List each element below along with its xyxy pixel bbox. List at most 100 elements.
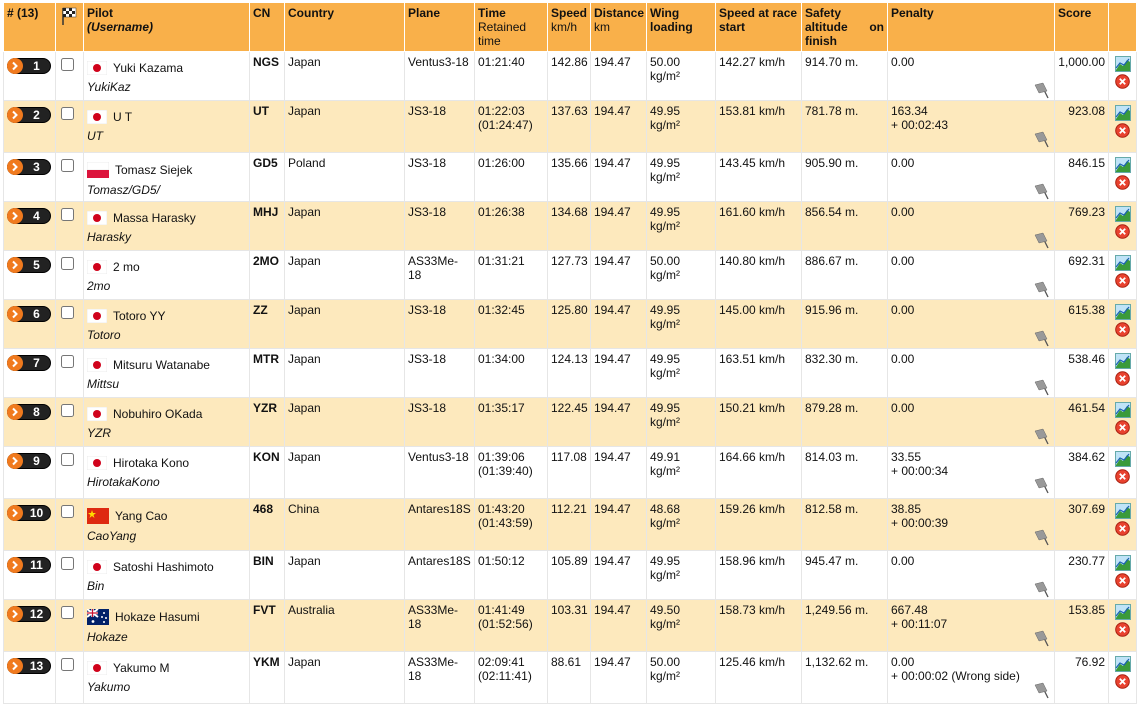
select-checkbox[interactable] xyxy=(61,355,74,368)
rank-badge[interactable]: 8 xyxy=(7,404,51,420)
pilot-name-line: Nobuhiro OKada xyxy=(87,407,246,421)
time: 01:26:38 xyxy=(478,205,525,219)
remove-icon[interactable] xyxy=(1115,521,1130,536)
results-body: 1 Yuki Kazama YukiKaz NGS Japan Ventus3-18 01:… xyxy=(3,51,1137,704)
speed-start-cell: 150.21 km/h xyxy=(715,397,802,447)
rank-number: 13 xyxy=(29,659,44,673)
pilot-username: CaoYang xyxy=(87,529,137,543)
select-checkbox[interactable] xyxy=(61,306,74,319)
view-flight-icon[interactable] xyxy=(1114,604,1131,620)
time-cell: 01:35:17 xyxy=(474,397,548,447)
rank-number: 12 xyxy=(29,607,44,621)
view-flight-icon[interactable] xyxy=(1114,555,1131,571)
remove-icon[interactable] xyxy=(1115,322,1130,337)
select-checkbox[interactable] xyxy=(61,453,74,466)
header-distance-unit: km xyxy=(594,20,610,34)
pilot-username: Mittsu xyxy=(87,377,120,391)
rank-badge[interactable]: 6 xyxy=(7,306,51,322)
penalty-flag-icon[interactable] xyxy=(1033,528,1051,546)
rank-badge[interactable]: 9 xyxy=(7,453,51,469)
country-cell: Japan xyxy=(284,348,405,398)
view-flight-icon[interactable] xyxy=(1114,157,1131,173)
plane-cell: JS3-18 xyxy=(404,299,475,349)
select-checkbox[interactable] xyxy=(61,257,74,270)
country-flag xyxy=(87,162,109,178)
select-checkbox[interactable] xyxy=(61,505,74,518)
remove-icon[interactable] xyxy=(1115,273,1130,288)
view-flight-icon[interactable] xyxy=(1114,255,1131,271)
view-flight-icon[interactable] xyxy=(1114,304,1131,320)
select-cell xyxy=(55,599,84,652)
distance-cell: 194.47 xyxy=(590,651,647,704)
select-checkbox[interactable] xyxy=(61,208,74,221)
pilot-name-line: Yakumo M xyxy=(87,661,246,675)
remove-icon[interactable] xyxy=(1115,123,1130,138)
select-checkbox[interactable] xyxy=(61,557,74,570)
pilot-name-line: Hirotaka Kono xyxy=(87,456,246,470)
remove-icon[interactable] xyxy=(1115,573,1130,588)
plane-cell: Ventus3-18 xyxy=(404,446,475,499)
rank-cell: 5 xyxy=(3,250,56,300)
penalty-flag-icon[interactable] xyxy=(1033,81,1051,99)
penalty-box: 0.00 xyxy=(891,254,1051,298)
result-row: 4 Massa Harasky Harasky MHJ Japan JS3-18 01:26… xyxy=(3,201,1137,251)
select-checkbox[interactable] xyxy=(61,404,74,417)
view-flight-icon[interactable] xyxy=(1114,353,1131,369)
actions xyxy=(1112,603,1133,637)
rank-badge[interactable]: 3 xyxy=(7,159,51,175)
remove-icon[interactable] xyxy=(1115,371,1130,386)
remove-icon[interactable] xyxy=(1115,74,1130,89)
time: 02:09:41 xyxy=(478,655,525,669)
view-flight-icon[interactable] xyxy=(1114,105,1131,121)
penalty: 0.00 xyxy=(891,554,915,568)
penalty-flag-icon[interactable] xyxy=(1033,427,1051,445)
rank-badge[interactable]: 11 xyxy=(7,557,51,573)
plane-cell: JS3-18 xyxy=(404,397,475,447)
rank-badge[interactable]: 1 xyxy=(7,58,51,74)
view-flight-icon[interactable] xyxy=(1114,503,1131,519)
rank-badge[interactable]: 7 xyxy=(7,355,51,371)
select-checkbox[interactable] xyxy=(61,58,74,71)
penalty-flag-icon[interactable] xyxy=(1033,182,1051,200)
rank-badge[interactable]: 13 xyxy=(7,658,51,674)
remove-icon[interactable] xyxy=(1115,224,1130,239)
remove-icon[interactable] xyxy=(1115,175,1130,190)
rank-badge[interactable]: 2 xyxy=(7,107,51,123)
select-checkbox[interactable] xyxy=(61,658,74,671)
penalty-flag-icon[interactable] xyxy=(1033,629,1051,647)
remove-icon[interactable] xyxy=(1115,469,1130,484)
view-flight-icon[interactable] xyxy=(1114,402,1131,418)
view-flight-icon[interactable] xyxy=(1114,451,1131,467)
penalty-flag-icon[interactable] xyxy=(1033,231,1051,249)
altitude-cell: 856.54 m. xyxy=(801,201,888,251)
select-checkbox[interactable] xyxy=(61,606,74,619)
view-flight-icon[interactable] xyxy=(1114,206,1131,222)
time: 01:43:20 xyxy=(478,502,525,516)
arrow-icon xyxy=(12,456,18,466)
country-flag xyxy=(87,609,109,625)
remove-icon[interactable] xyxy=(1115,420,1130,435)
rank-badge[interactable]: 5 xyxy=(7,257,51,273)
rank-badge[interactable]: 12 xyxy=(7,606,51,622)
plane-cell: AS33Me-18 xyxy=(404,599,475,652)
result-row: 12 Hokaze Hasumi Hokaze FVT Australia AS33Me-… xyxy=(3,599,1137,652)
remove-icon[interactable] xyxy=(1115,674,1130,689)
view-flight-icon[interactable] xyxy=(1114,56,1131,72)
penalty-flag-icon[interactable] xyxy=(1033,329,1051,347)
remove-icon[interactable] xyxy=(1115,622,1130,637)
penalty-flag-icon[interactable] xyxy=(1033,681,1051,699)
view-flight-icon[interactable] xyxy=(1114,656,1131,672)
header-score: Score xyxy=(1054,2,1109,52)
actions xyxy=(1112,205,1133,239)
select-checkbox[interactable] xyxy=(61,107,74,120)
rank-arrow xyxy=(7,355,23,371)
select-checkbox[interactable] xyxy=(61,159,74,172)
rank-badge[interactable]: 4 xyxy=(7,208,51,224)
penalty-flag-icon[interactable] xyxy=(1033,280,1051,298)
rank-badge[interactable]: 10 xyxy=(7,505,51,521)
penalty-flag-icon[interactable] xyxy=(1033,476,1051,494)
penalty-flag-icon[interactable] xyxy=(1033,130,1051,148)
penalty-flag-icon[interactable] xyxy=(1033,378,1051,396)
altitude-cell: 914.70 m. xyxy=(801,51,888,101)
penalty-flag-icon[interactable] xyxy=(1033,580,1051,598)
